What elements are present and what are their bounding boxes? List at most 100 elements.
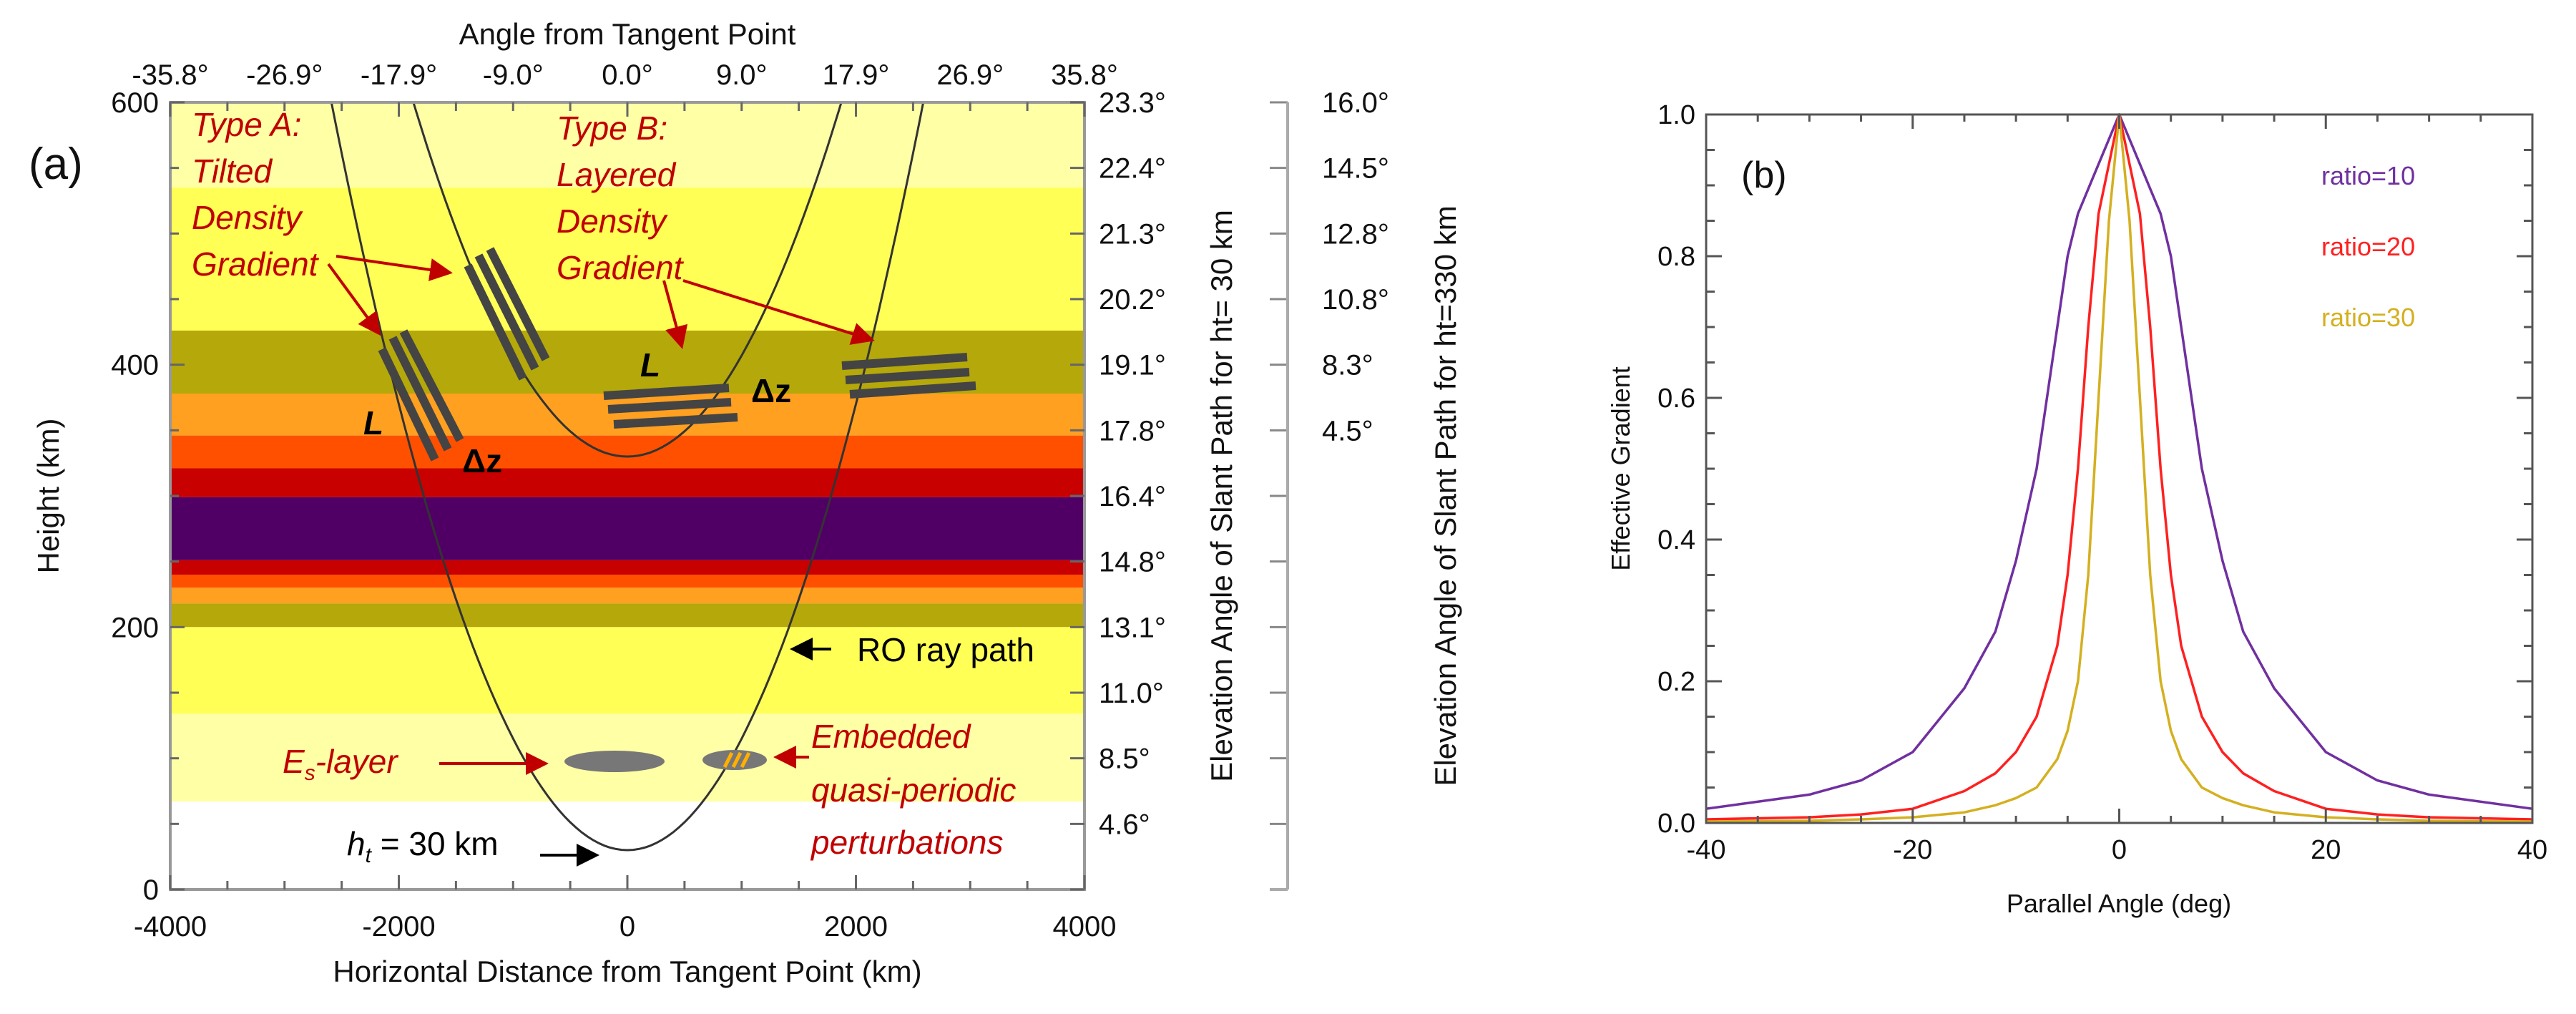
bar <box>849 381 976 399</box>
right-axis-1-tick-label: 14.8° <box>1099 547 1166 578</box>
arrow <box>327 263 381 336</box>
x-tick-label: -4000 <box>134 911 207 942</box>
type-a-line: Tilted <box>192 152 273 190</box>
density-band <box>170 560 1084 575</box>
y-tick-label: 0.8 <box>1657 242 1695 272</box>
right-axis-1-title: Elevation Angle of Slant Path for ht= 30… <box>1205 210 1238 782</box>
top-tick-label: 17.9° <box>823 59 890 91</box>
x-tick-label: 0 <box>2112 835 2127 865</box>
right-axis-1-tick-label: 11.0° <box>1099 678 1164 709</box>
bar <box>474 253 539 371</box>
x-tick-label: 4000 <box>1053 911 1117 942</box>
right-axis-2-title: Elevation Angle of Slant Path for ht=330… <box>1429 205 1462 786</box>
bar <box>378 347 439 462</box>
plot-b-ticks: -40 -20 0 20 40 0.0 0.2 0.4 0.6 0.8 1.0 <box>1657 100 2547 865</box>
length-label-b: L <box>640 346 660 384</box>
top-tick-label: -17.9° <box>361 59 437 91</box>
legend: ratio=10 ratio=20 ratio=30 <box>2321 161 2415 332</box>
bar <box>399 329 464 442</box>
embedded-line: quasi-periodic <box>811 771 1016 809</box>
dz-label-a: Δz <box>462 442 502 479</box>
ro-ray-path-label: RO ray path <box>857 631 1034 668</box>
blob-stripes <box>723 751 751 769</box>
panel-a: (a) -4000 -2000 0 2000 4000-35.8° -26.9° -17.9… <box>29 17 1462 988</box>
x-tick-label: -40 <box>1687 835 1726 865</box>
density-band <box>170 435 1084 469</box>
top-tick-label: 35.8° <box>1051 59 1118 91</box>
density-band <box>170 187 1084 331</box>
right-axis-1-tick-label: 16.4° <box>1099 481 1166 512</box>
ray-paths <box>330 102 925 852</box>
right-axis-1-tick-label: 22.4° <box>1099 153 1166 185</box>
y-tick-label: 1.0 <box>1657 100 1695 130</box>
dz-label-b: Δz <box>751 372 791 409</box>
panel-b-label: (b) <box>1741 155 1787 196</box>
type-a-label: Type A: Tilted Density Gradient <box>192 106 320 283</box>
bar <box>486 247 550 361</box>
right-axis-2-tick-label: 14.5° <box>1322 153 1389 185</box>
es-layer-blob <box>564 751 665 772</box>
ht-main: h <box>347 825 366 862</box>
right-axis-1-tick-label: 20.2° <box>1099 284 1166 316</box>
bar <box>613 413 738 429</box>
es-sub: s <box>305 761 315 785</box>
density-band <box>170 468 1084 497</box>
y-axis-title-a: Height (km) <box>31 418 65 573</box>
arrow <box>662 280 688 349</box>
legend-entry: ratio=30 <box>2321 303 2415 332</box>
bar <box>603 384 730 400</box>
top-tick-label: 26.9° <box>936 59 1004 91</box>
right-axis-1-tick-label: 23.3° <box>1099 87 1166 119</box>
arrow <box>336 255 453 281</box>
x-axis-title-b: Parallel Angle (deg) <box>2007 889 2231 918</box>
blob <box>702 750 767 770</box>
ht-sub: t <box>366 844 373 867</box>
top-tick-label: -9.0° <box>483 59 544 91</box>
type-b-line: Type B: <box>557 109 667 147</box>
arrow <box>682 279 875 345</box>
right-axis-1-tick-label: 17.8° <box>1099 415 1166 447</box>
type-a-line: Type A: <box>192 106 301 143</box>
ray-path <box>412 102 843 458</box>
series-lines <box>1705 113 2533 823</box>
series-line-ratio-30 <box>1705 113 2533 823</box>
es-rest: -layer <box>315 743 399 780</box>
black-arrows <box>540 638 831 867</box>
plot-b-frame <box>1705 113 2534 824</box>
top-tick-label: 9.0° <box>716 59 768 91</box>
right-axis-2-tick-label: 4.5° <box>1322 415 1373 447</box>
embedded-line: Embedded <box>811 718 971 755</box>
right-axis-2-tick-label: 12.8° <box>1322 218 1389 250</box>
y-tick-label: 0.6 <box>1657 384 1695 414</box>
density-band <box>170 603 1084 628</box>
panel-a-label: (a) <box>29 140 83 189</box>
ht-rest: = 30 km <box>371 825 499 862</box>
x-tick-label: 0 <box>619 911 635 942</box>
right-axis-2-tick-label: 10.8° <box>1322 284 1389 316</box>
y-tick-label: 200 <box>111 612 159 643</box>
y-tick-label: 0.4 <box>1657 525 1695 555</box>
type-b-label: Type B: Layered Density Gradient <box>557 109 685 286</box>
length-label-a: L <box>363 404 383 442</box>
right-axis-2-tick-label: 8.3° <box>1322 350 1373 381</box>
right-axis-1-tick-label: 21.3° <box>1099 218 1166 250</box>
density-band <box>170 575 1084 588</box>
legend-entry: ratio=10 <box>2321 161 2415 190</box>
series-line-ratio-10 <box>1705 113 2533 810</box>
x-tick-label: -2000 <box>362 911 435 942</box>
right-axis-1-tick-label: 4.6° <box>1099 809 1150 840</box>
bar <box>841 353 968 370</box>
quasi-periodic-blob <box>702 750 767 770</box>
bar <box>845 368 970 384</box>
top-tick-label: 0.0° <box>602 59 653 91</box>
right-axis-1-tick-label: 13.1° <box>1099 612 1166 643</box>
type-b-gradient-bars <box>603 353 976 429</box>
right-axis-1-tick-label: 19.1° <box>1099 350 1166 381</box>
type-a-gradient-bars <box>378 247 550 462</box>
density-band <box>170 588 1084 604</box>
es-main: E <box>283 743 305 780</box>
y-tick-label: 0 <box>143 874 159 906</box>
top-tick-label: -26.9° <box>246 59 323 91</box>
top-tick-label: -35.8° <box>132 59 208 91</box>
legend-entry: ratio=20 <box>2321 232 2415 261</box>
